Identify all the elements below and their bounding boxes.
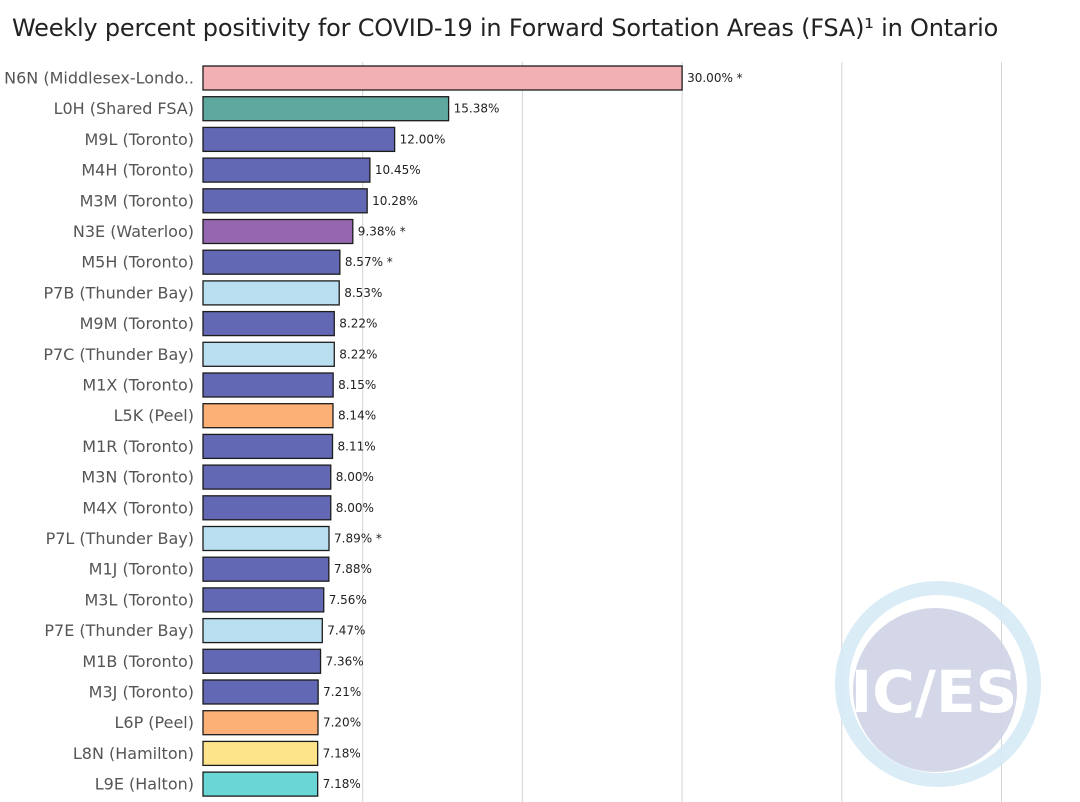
value-label: 8.11% <box>338 439 376 453</box>
chart-title: Weekly percent positivity for COVID-19 i… <box>12 14 999 42</box>
category-label: M5H (Toronto) <box>81 253 194 272</box>
category-label: P7E (Thunder Bay) <box>44 621 194 640</box>
category-label: M1X (Toronto) <box>82 376 194 395</box>
value-label: 12.00% <box>400 132 446 146</box>
category-label: L0H (Shared FSA) <box>54 99 194 118</box>
bar[interactable] <box>202 310 335 337</box>
bar[interactable] <box>202 218 354 245</box>
category-label: M1B (Toronto) <box>82 652 194 671</box>
value-label: 8.00% <box>336 470 374 484</box>
bar[interactable] <box>202 403 334 429</box>
category-label: L9E (Halton) <box>95 775 194 794</box>
value-label: 8.22% <box>339 347 377 361</box>
value-label: 7.21% <box>323 685 361 699</box>
value-label: 15.38% <box>454 102 500 116</box>
bar[interactable] <box>202 587 325 613</box>
value-label: 30.00% * <box>687 71 743 85</box>
bar[interactable] <box>202 126 396 153</box>
category-label: P7C (Thunder Bay) <box>43 345 194 364</box>
value-label: 7.47% <box>327 624 365 638</box>
bar[interactable] <box>202 617 323 644</box>
category-label: P7B (Thunder Bay) <box>44 283 194 302</box>
bar[interactable] <box>202 157 371 183</box>
value-label: 8.53% <box>344 286 382 300</box>
value-label: 9.38% * <box>358 225 406 239</box>
category-label: M4X (Toronto) <box>82 498 194 517</box>
bar[interactable] <box>202 249 341 275</box>
bar[interactable] <box>202 433 334 460</box>
category-label: L6P (Peel) <box>114 713 194 732</box>
value-label: 8.57% * <box>345 255 393 269</box>
category-label: M9L (Toronto) <box>84 130 194 149</box>
bar[interactable] <box>202 280 340 306</box>
bar[interactable] <box>202 65 683 91</box>
bar[interactable] <box>202 96 450 122</box>
bar[interactable] <box>202 740 319 767</box>
bar[interactable] <box>202 556 330 582</box>
category-label: M9M (Toronto) <box>80 314 194 333</box>
value-label: 8.14% <box>338 409 376 423</box>
category-label: M1R (Toronto) <box>82 437 194 456</box>
category-label: L8N (Hamilton) <box>73 744 194 763</box>
bar[interactable] <box>202 372 334 398</box>
category-label: M3L (Toronto) <box>84 590 194 609</box>
category-label: M3M (Toronto) <box>80 191 194 210</box>
bar[interactable] <box>202 341 335 367</box>
value-label: 10.28% <box>372 194 418 208</box>
value-label: 8.15% <box>338 378 376 392</box>
category-label: M1J (Toronto) <box>89 560 194 579</box>
category-label: L5K (Peel) <box>114 406 194 425</box>
bar[interactable] <box>202 464 332 490</box>
category-label: P7L (Thunder Bay) <box>46 529 194 548</box>
value-label: 7.88% <box>334 562 372 576</box>
bar[interactable] <box>202 710 319 736</box>
bar[interactable] <box>202 679 319 705</box>
value-label: 7.89% * <box>334 532 382 546</box>
value-label: 7.56% <box>329 593 367 607</box>
value-label: 7.18% <box>323 746 361 760</box>
gridlines <box>362 62 1002 802</box>
value-label: 8.00% <box>336 501 374 515</box>
category-label: M3N (Toronto) <box>81 468 194 487</box>
value-label: 7.20% <box>323 716 361 730</box>
bar[interactable] <box>202 495 332 521</box>
bar[interactable] <box>202 525 330 552</box>
category-label: N6N (Middlesex-Londo.. <box>4 69 194 88</box>
bar[interactable] <box>202 771 319 797</box>
bar[interactable] <box>202 648 322 674</box>
category-label: N3E (Waterloo) <box>73 222 194 241</box>
value-label: 7.18% <box>323 777 361 791</box>
value-label: 10.45% <box>375 163 421 177</box>
category-label: M3J (Toronto) <box>89 683 194 702</box>
category-label: M4H (Toronto) <box>81 161 194 180</box>
watermark-text: IC/ES <box>851 658 1018 726</box>
ices-watermark-logo: IC/ES <box>835 581 1041 787</box>
value-label: 7.36% <box>326 654 364 668</box>
bars: N6N (Middlesex-Londo.. 30.00% * L0H (Share… <box>4 65 743 797</box>
value-label: 8.22% <box>339 317 377 331</box>
bar[interactable] <box>202 188 368 214</box>
